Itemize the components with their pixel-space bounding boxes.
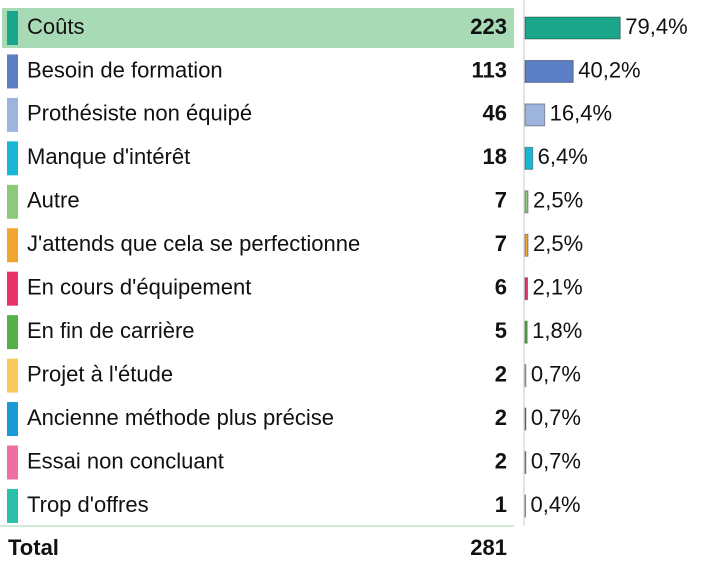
category-label: En fin de carrière [27,318,195,343]
count: 6 [495,275,507,300]
count: 46 [483,101,507,126]
bar [524,146,534,170]
color-marker [7,54,18,89]
bar [524,451,527,474]
category-label: Besoin de formation [27,57,223,82]
color-marker [7,97,18,132]
category-label: Trop d'offres [27,492,149,517]
category-label: En cours d'équipement [27,275,251,300]
color-marker [7,445,18,480]
count: 7 [495,231,507,256]
bar [524,103,546,127]
color-marker [7,402,18,437]
value-label: 16,4% [550,101,612,126]
value-label: 6,4% [538,144,588,169]
bar [524,190,529,214]
count: 2 [495,405,507,430]
bar [524,59,574,83]
count: 18 [483,144,507,169]
color-marker [7,11,18,45]
count: 2 [495,448,507,473]
total-label: Total [8,535,59,560]
color-marker [7,141,18,176]
color-marker [7,488,18,523]
category-label: J'attends que cela se perfectionne [27,231,360,256]
count: 5 [495,318,507,343]
value-label: 2,1% [533,275,583,300]
color-marker [7,228,18,263]
count: 223 [470,14,507,39]
value-label: 79,4% [625,14,687,39]
count: 1 [495,492,507,517]
value-label: 1,8% [532,318,582,343]
color-marker [7,184,18,219]
bar [524,364,527,388]
value-label: 2,5% [533,231,583,256]
value-label: 2,5% [533,188,583,213]
color-marker [7,271,18,306]
value-label: 0,7% [531,405,581,430]
category-label: Coûts [27,14,84,39]
value-label: 40,2% [578,57,640,82]
total-value: 281 [470,535,507,560]
row-highlight [2,8,514,48]
category-label: Essai non concluant [27,448,224,473]
color-marker [7,358,18,393]
category-label: Ancienne méthode plus précise [27,405,334,430]
bar [524,277,529,301]
count: 113 [472,57,508,82]
category-label: Manque d'intérêt [27,144,190,169]
bar [524,233,529,257]
category-label: Projet à l'étude [27,361,173,386]
count: 7 [495,188,507,213]
category-label: Prothésiste non équipé [27,101,252,126]
bar [524,320,528,344]
value-label: 0,7% [531,448,581,473]
category-label: Autre [27,188,80,213]
bar [524,407,527,431]
value-label: 0,4% [530,492,580,517]
count: 2 [495,361,507,386]
bar [524,16,621,40]
value-label: 0,7% [531,361,581,386]
color-marker [7,315,18,350]
